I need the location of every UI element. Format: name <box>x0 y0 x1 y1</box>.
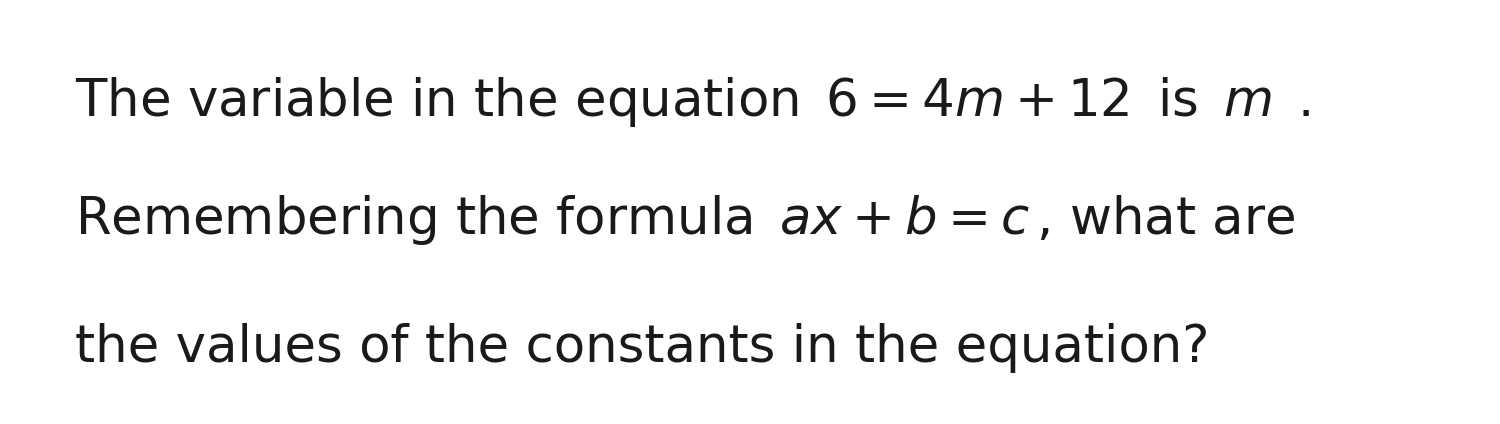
Text: Remembering the formula $\,ax + b = c\,$, what are: Remembering the formula $\,ax + b = c\,$… <box>75 193 1296 248</box>
Text: The variable in the equation $\,6 = 4m + 12\,$ is $\,m\,$ .: The variable in the equation $\,6 = 4m +… <box>75 75 1311 129</box>
Text: the values of the constants in the equation?: the values of the constants in the equat… <box>75 323 1209 373</box>
